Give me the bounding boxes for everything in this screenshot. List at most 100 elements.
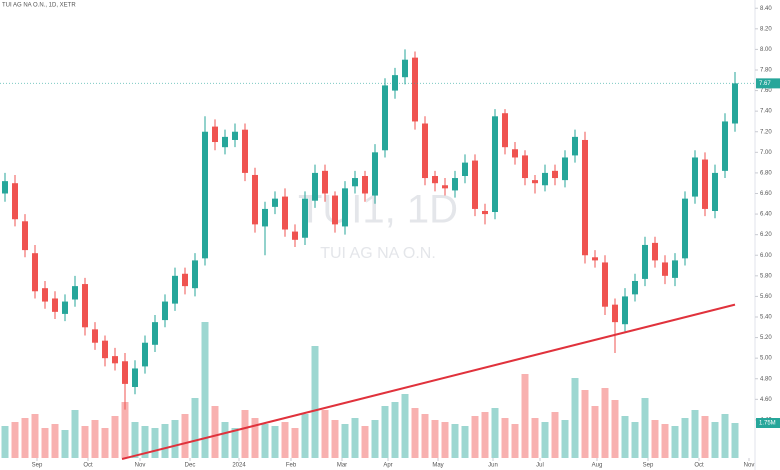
volume-bar bbox=[301, 414, 309, 458]
candle-body bbox=[482, 210, 488, 215]
volume-bar bbox=[31, 414, 39, 458]
candle-body bbox=[42, 288, 48, 302]
volume-bar bbox=[711, 422, 719, 458]
candle-body bbox=[522, 155, 528, 179]
volume-bar bbox=[411, 408, 419, 458]
candle-body bbox=[282, 196, 288, 230]
volume-bar bbox=[291, 428, 299, 458]
x-tick-label: Sep bbox=[643, 463, 654, 469]
candle-body bbox=[162, 301, 168, 321]
volume-bar bbox=[511, 424, 519, 458]
candle-body bbox=[582, 139, 588, 256]
volume-bar bbox=[251, 418, 259, 458]
candle-body bbox=[502, 113, 508, 148]
y-tick-label: 7.60 bbox=[760, 88, 772, 94]
y-tick-label: 5.00 bbox=[760, 356, 772, 362]
candle-body bbox=[642, 244, 648, 279]
candle-body bbox=[712, 172, 718, 211]
y-tick-label: 5.60 bbox=[760, 294, 772, 300]
candle-body bbox=[672, 260, 678, 278]
watermark-subtitle: TUI AG NA O.N. bbox=[320, 245, 436, 262]
candle-body bbox=[652, 242, 658, 261]
volume-bar bbox=[551, 412, 559, 458]
volume-bar bbox=[391, 402, 399, 458]
volume-bar bbox=[191, 398, 199, 458]
chart-title[interactable]: TUI AG NA O.N., 1D, XETR bbox=[2, 3, 76, 9]
candle-body bbox=[382, 85, 388, 151]
volume-bar bbox=[171, 420, 179, 458]
volume-bar bbox=[341, 424, 349, 458]
candle-body bbox=[422, 123, 428, 179]
volume-bar bbox=[491, 408, 499, 458]
volume-bar bbox=[131, 422, 139, 458]
volume-bar bbox=[321, 410, 329, 458]
candle-body bbox=[262, 208, 268, 227]
last-volume-label: 1.75M bbox=[759, 421, 776, 427]
volume-bar bbox=[571, 378, 579, 458]
volume-bar bbox=[401, 394, 409, 458]
volume-bar bbox=[701, 416, 709, 458]
volume-bar bbox=[61, 430, 69, 458]
volume-bar bbox=[351, 418, 359, 458]
candle-body bbox=[602, 262, 608, 307]
candle-body bbox=[302, 198, 308, 238]
volume-bar bbox=[651, 420, 659, 458]
candle-body bbox=[392, 75, 398, 91]
candle-body bbox=[332, 195, 338, 225]
candle-body bbox=[472, 160, 478, 209]
y-tick-label: 6.60 bbox=[760, 191, 772, 197]
candle-body bbox=[152, 322, 158, 345]
y-tick-label: 4.80 bbox=[760, 376, 772, 382]
candle-body bbox=[312, 172, 318, 201]
candle-body bbox=[172, 275, 178, 304]
x-tick-label: Aug bbox=[592, 463, 603, 469]
candle-body bbox=[242, 129, 248, 173]
volume-bar bbox=[521, 374, 529, 458]
volume-bar bbox=[591, 406, 599, 458]
volume-bar bbox=[241, 410, 249, 458]
candle-body bbox=[292, 231, 298, 240]
candle-body bbox=[102, 340, 108, 359]
volume-bar bbox=[731, 423, 739, 458]
candle-body bbox=[92, 329, 98, 343]
volume-bar bbox=[471, 416, 479, 458]
volume-bar bbox=[281, 422, 289, 458]
candle-body bbox=[362, 175, 368, 194]
volume-bar bbox=[111, 416, 119, 458]
candle-body bbox=[2, 181, 8, 194]
candle-body bbox=[22, 221, 28, 251]
volume-bar bbox=[431, 420, 439, 458]
volume-bar bbox=[381, 406, 389, 458]
candle-body bbox=[192, 260, 198, 289]
candle-body bbox=[222, 136, 228, 148]
volume-bar bbox=[21, 418, 29, 458]
volume-bar bbox=[671, 426, 679, 458]
volume-bar bbox=[481, 412, 489, 458]
volume-bar bbox=[531, 418, 539, 458]
last-price-label: 7.67 bbox=[759, 81, 771, 87]
volume-bar bbox=[101, 428, 109, 458]
volume-bar bbox=[151, 428, 159, 458]
candle-body bbox=[52, 298, 58, 312]
candle-body bbox=[142, 342, 148, 367]
volume-bar bbox=[371, 420, 379, 458]
volume-bar bbox=[601, 388, 609, 458]
candle-body bbox=[462, 162, 468, 176]
volume-bar bbox=[211, 406, 219, 458]
candle-body bbox=[432, 175, 438, 184]
volume-bar bbox=[641, 398, 649, 458]
y-tick-label: 7.00 bbox=[760, 150, 772, 156]
volume-bar bbox=[611, 400, 619, 458]
y-tick-label: 7.20 bbox=[760, 129, 772, 135]
y-tick-label: 7.40 bbox=[760, 109, 772, 115]
volume-bar bbox=[681, 418, 689, 458]
candle-body bbox=[562, 157, 568, 181]
candle-body bbox=[442, 185, 448, 189]
volume-bar bbox=[201, 322, 209, 458]
x-tick-label: Dec bbox=[185, 463, 196, 469]
candle-body bbox=[692, 157, 698, 197]
candle-body bbox=[632, 280, 638, 295]
volume-bar bbox=[461, 426, 469, 458]
last-price-box bbox=[756, 78, 780, 89]
